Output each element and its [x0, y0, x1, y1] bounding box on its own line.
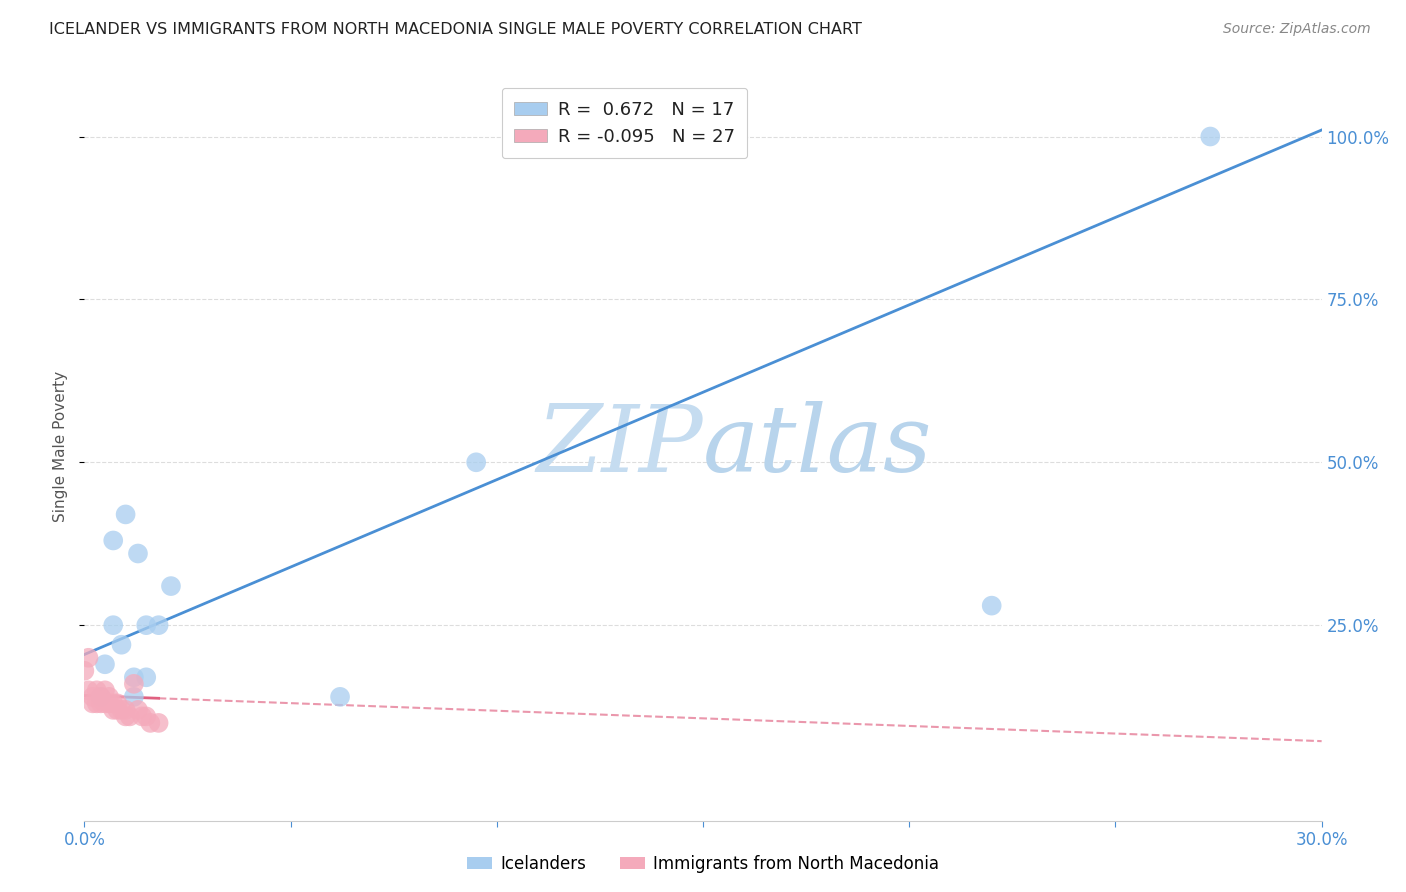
Point: [90, 690, 112, 704]
Point: [114, 508, 136, 522]
Point: [114, 703, 136, 717]
Point: [77, 650, 100, 665]
Text: ICELANDER VS IMMIGRANTS FROM NORTH MACEDONIA SINGLE MALE POVERTY CORRELATION CHA: ICELANDER VS IMMIGRANTS FROM NORTH MACED…: [49, 22, 862, 37]
Point: [122, 690, 145, 704]
Point: [127, 547, 149, 561]
Point: [86, 683, 108, 698]
Point: [90, 697, 112, 711]
Point: [118, 709, 141, 723]
Point: [103, 533, 125, 548]
Point: [94, 683, 117, 698]
Point: [77, 683, 100, 698]
Point: [103, 618, 125, 632]
Point: [135, 670, 157, 684]
Point: [122, 677, 145, 691]
Point: [160, 579, 183, 593]
Y-axis label: Single Male Poverty: Single Male Poverty: [53, 370, 69, 522]
Point: [135, 618, 157, 632]
Point: [82, 697, 104, 711]
Legend: R =  0.672   N = 17, R = -0.095   N = 27: R = 0.672 N = 17, R = -0.095 N = 27: [502, 88, 748, 158]
Point: [82, 690, 104, 704]
Point: [148, 715, 170, 730]
Text: Source: ZipAtlas.com: Source: ZipAtlas.com: [1223, 22, 1371, 37]
Point: [465, 455, 488, 469]
Point: [110, 703, 132, 717]
Point: [94, 697, 117, 711]
Point: [148, 618, 170, 632]
Point: [103, 703, 125, 717]
Point: [131, 709, 153, 723]
Point: [127, 703, 149, 717]
Point: [139, 715, 162, 730]
Legend: Icelanders, Immigrants from North Macedonia: Icelanders, Immigrants from North Macedo…: [460, 848, 946, 880]
Point: [980, 599, 1002, 613]
Point: [98, 697, 121, 711]
Point: [122, 670, 145, 684]
Point: [1199, 129, 1222, 144]
Text: ZIP: ZIP: [536, 401, 703, 491]
Point: [98, 690, 121, 704]
Point: [110, 638, 132, 652]
Point: [73, 664, 96, 678]
Text: atlas: atlas: [703, 401, 932, 491]
Point: [135, 709, 157, 723]
Point: [94, 657, 117, 672]
Point: [90, 690, 112, 704]
Point: [329, 690, 352, 704]
Point: [114, 709, 136, 723]
Point: [103, 697, 125, 711]
Point: [86, 697, 108, 711]
Point: [105, 697, 128, 711]
Point: [105, 703, 128, 717]
